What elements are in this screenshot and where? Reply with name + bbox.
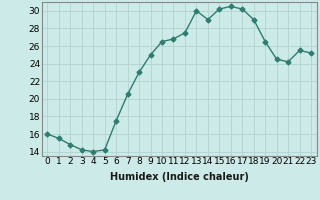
- X-axis label: Humidex (Indice chaleur): Humidex (Indice chaleur): [110, 172, 249, 182]
